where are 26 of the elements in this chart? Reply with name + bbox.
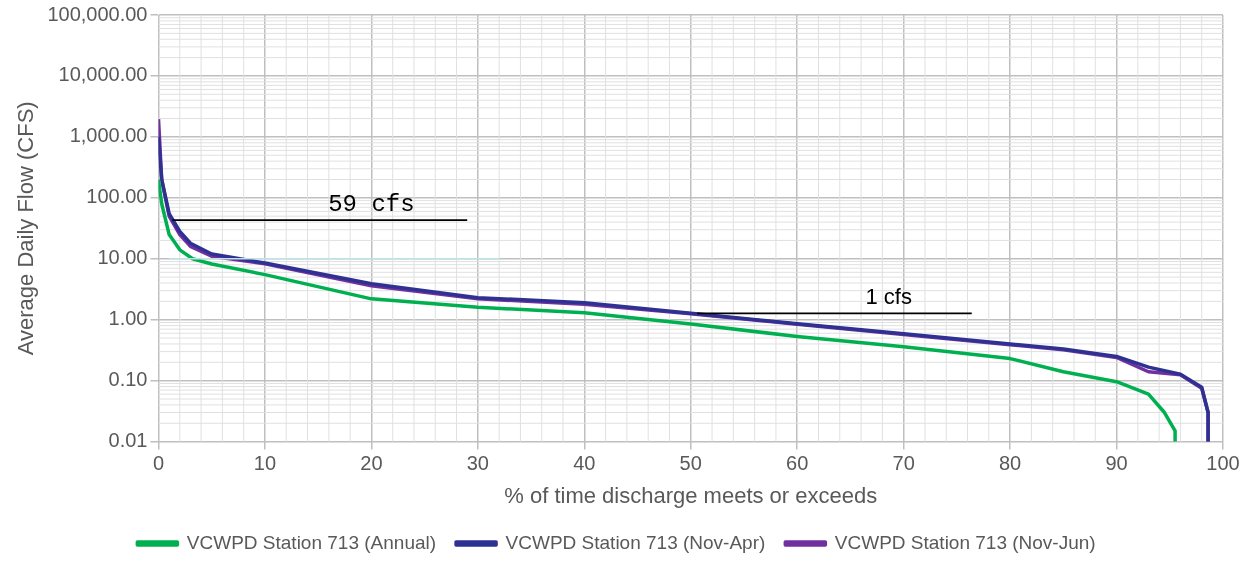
legend-label: VCWPD Station 713 (Annual) (186, 531, 437, 553)
y-axis-title: Average Daily Flow (CFS) (13, 101, 39, 356)
annotation: 1 cfs (865, 284, 912, 310)
x-axis-title: % of time discharge meets or exceeds (504, 482, 878, 508)
legend-label: VCWPD Station 713 (Nov-Jun) (834, 531, 1096, 553)
x-tick-label: 80 (998, 452, 1022, 475)
y-tick-label: 100,000.00 (47, 2, 148, 25)
legend-label: VCWPD Station 713 (Nov-Apr) (505, 531, 766, 553)
x-tick-label: 10 (253, 452, 277, 475)
y-tick-label: 10,000.00 (58, 63, 148, 86)
x-tick-label: 90 (1105, 452, 1128, 475)
y-tick-label: 1.00 (108, 307, 148, 330)
y-tick-label: 10.00 (97, 246, 148, 269)
x-tick-label: 70 (892, 452, 915, 475)
x-tick-label: 100 (1206, 452, 1240, 475)
y-tick-label: 100.00 (86, 185, 148, 208)
x-tick-label: 40 (573, 452, 596, 475)
y-tick-label: 0.10 (108, 368, 148, 391)
x-tick-label: 60 (786, 452, 809, 475)
x-tick-label: 20 (360, 452, 383, 475)
x-tick-label: 50 (679, 452, 702, 475)
x-tick-label: 30 (466, 452, 489, 475)
x-tick-label: 0 (152, 452, 165, 475)
y-tick-label: 1,000.00 (69, 124, 148, 147)
y-tick-label: 0.01 (108, 429, 148, 452)
annotation: 59 cfs (328, 190, 415, 218)
